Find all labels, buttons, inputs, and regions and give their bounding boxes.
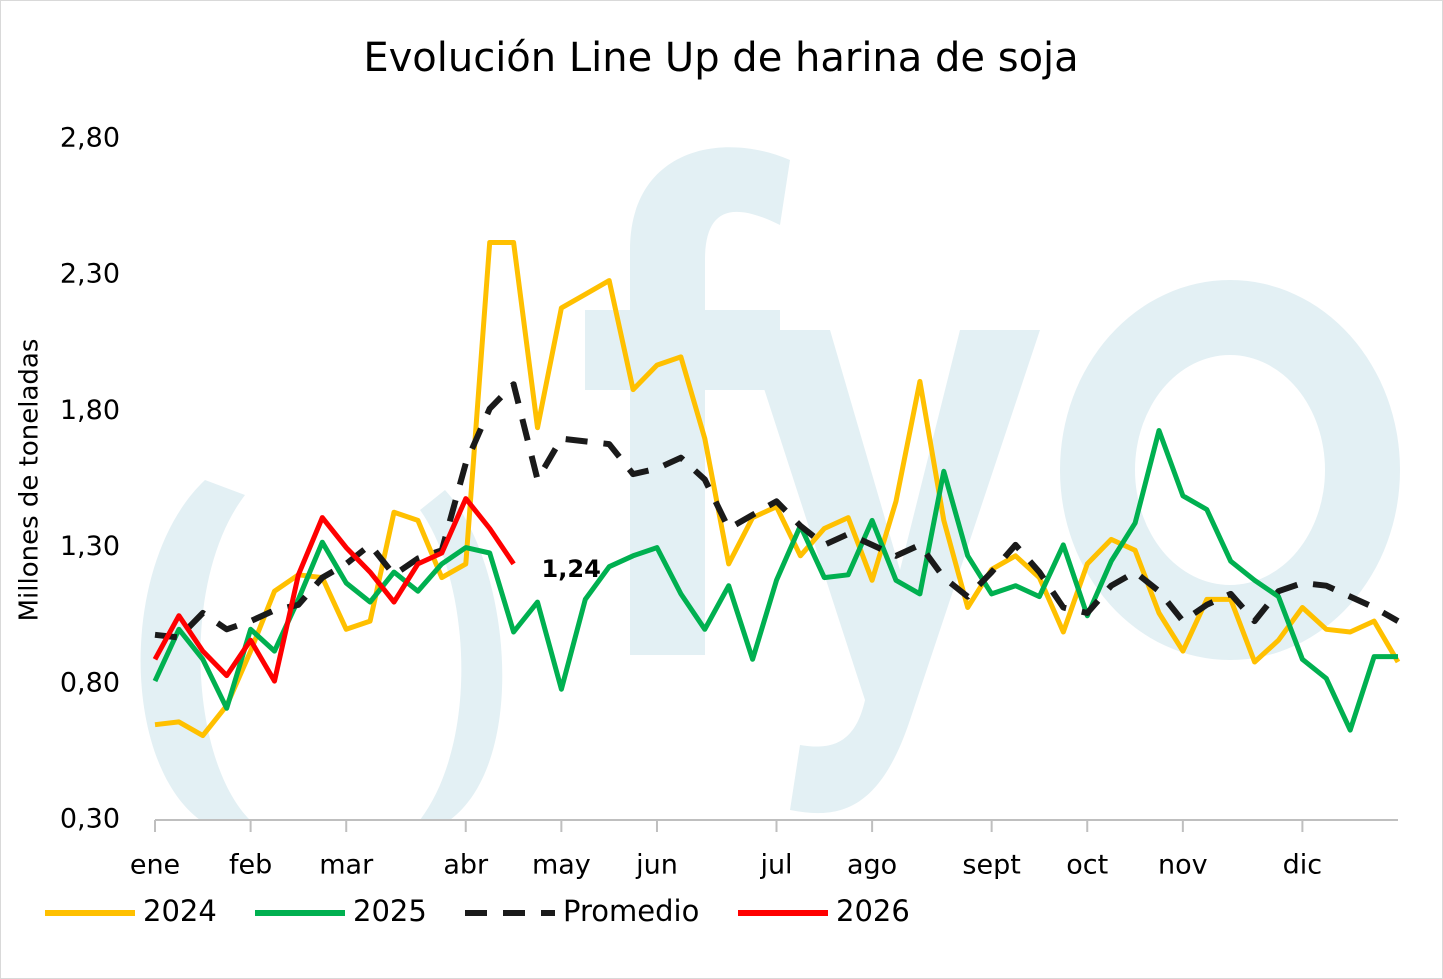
legend-label: 2026 (836, 894, 910, 928)
watermark-arc-right (420, 490, 503, 820)
watermark-f (585, 147, 790, 655)
legend-label: Promedio (563, 894, 699, 928)
plot-area: 0,30 0,80 1,30 1,80 2,30 2,80 ene feb mar abr may j… (45, 123, 1401, 928)
y-tick-label: 1,30 (60, 531, 120, 562)
x-tick-label: feb (229, 850, 272, 881)
x-tick-label: may (532, 850, 591, 881)
legend-label: 2024 (143, 894, 217, 928)
data-label: 1,24 (542, 555, 601, 583)
legend-label: 2025 (353, 894, 427, 928)
y-tick-label: 0,80 (60, 667, 120, 698)
y-tick-label: 2,30 (60, 259, 120, 290)
series-line (154, 381, 1400, 641)
series-line (154, 240, 1401, 739)
y-tick-label: 1,80 (60, 395, 120, 426)
y-tick-label: 0,30 (60, 804, 120, 835)
chart-title: Evolución Line Up de harina de soja (363, 35, 1078, 81)
x-tick-label: abr (443, 850, 489, 881)
series-line (152, 496, 516, 684)
y-tick-label: 2,80 (60, 123, 120, 154)
watermark-o-hole (1135, 355, 1325, 585)
x-tick-label: mar (319, 850, 374, 881)
y-axis-label: Millones de toneladas (15, 339, 45, 622)
x-tick-label: ene (130, 850, 180, 881)
x-tick-label: ago (847, 850, 897, 881)
x-tick-label: dic (1283, 850, 1323, 881)
series-line (152, 428, 1398, 733)
x-tick-label: jul (759, 850, 792, 881)
x-tick-label: oct (1066, 850, 1108, 881)
x-tick-label: nov (1158, 850, 1208, 881)
x-tick-label: sept (962, 850, 1020, 881)
x-tick-label: jun (635, 850, 678, 881)
